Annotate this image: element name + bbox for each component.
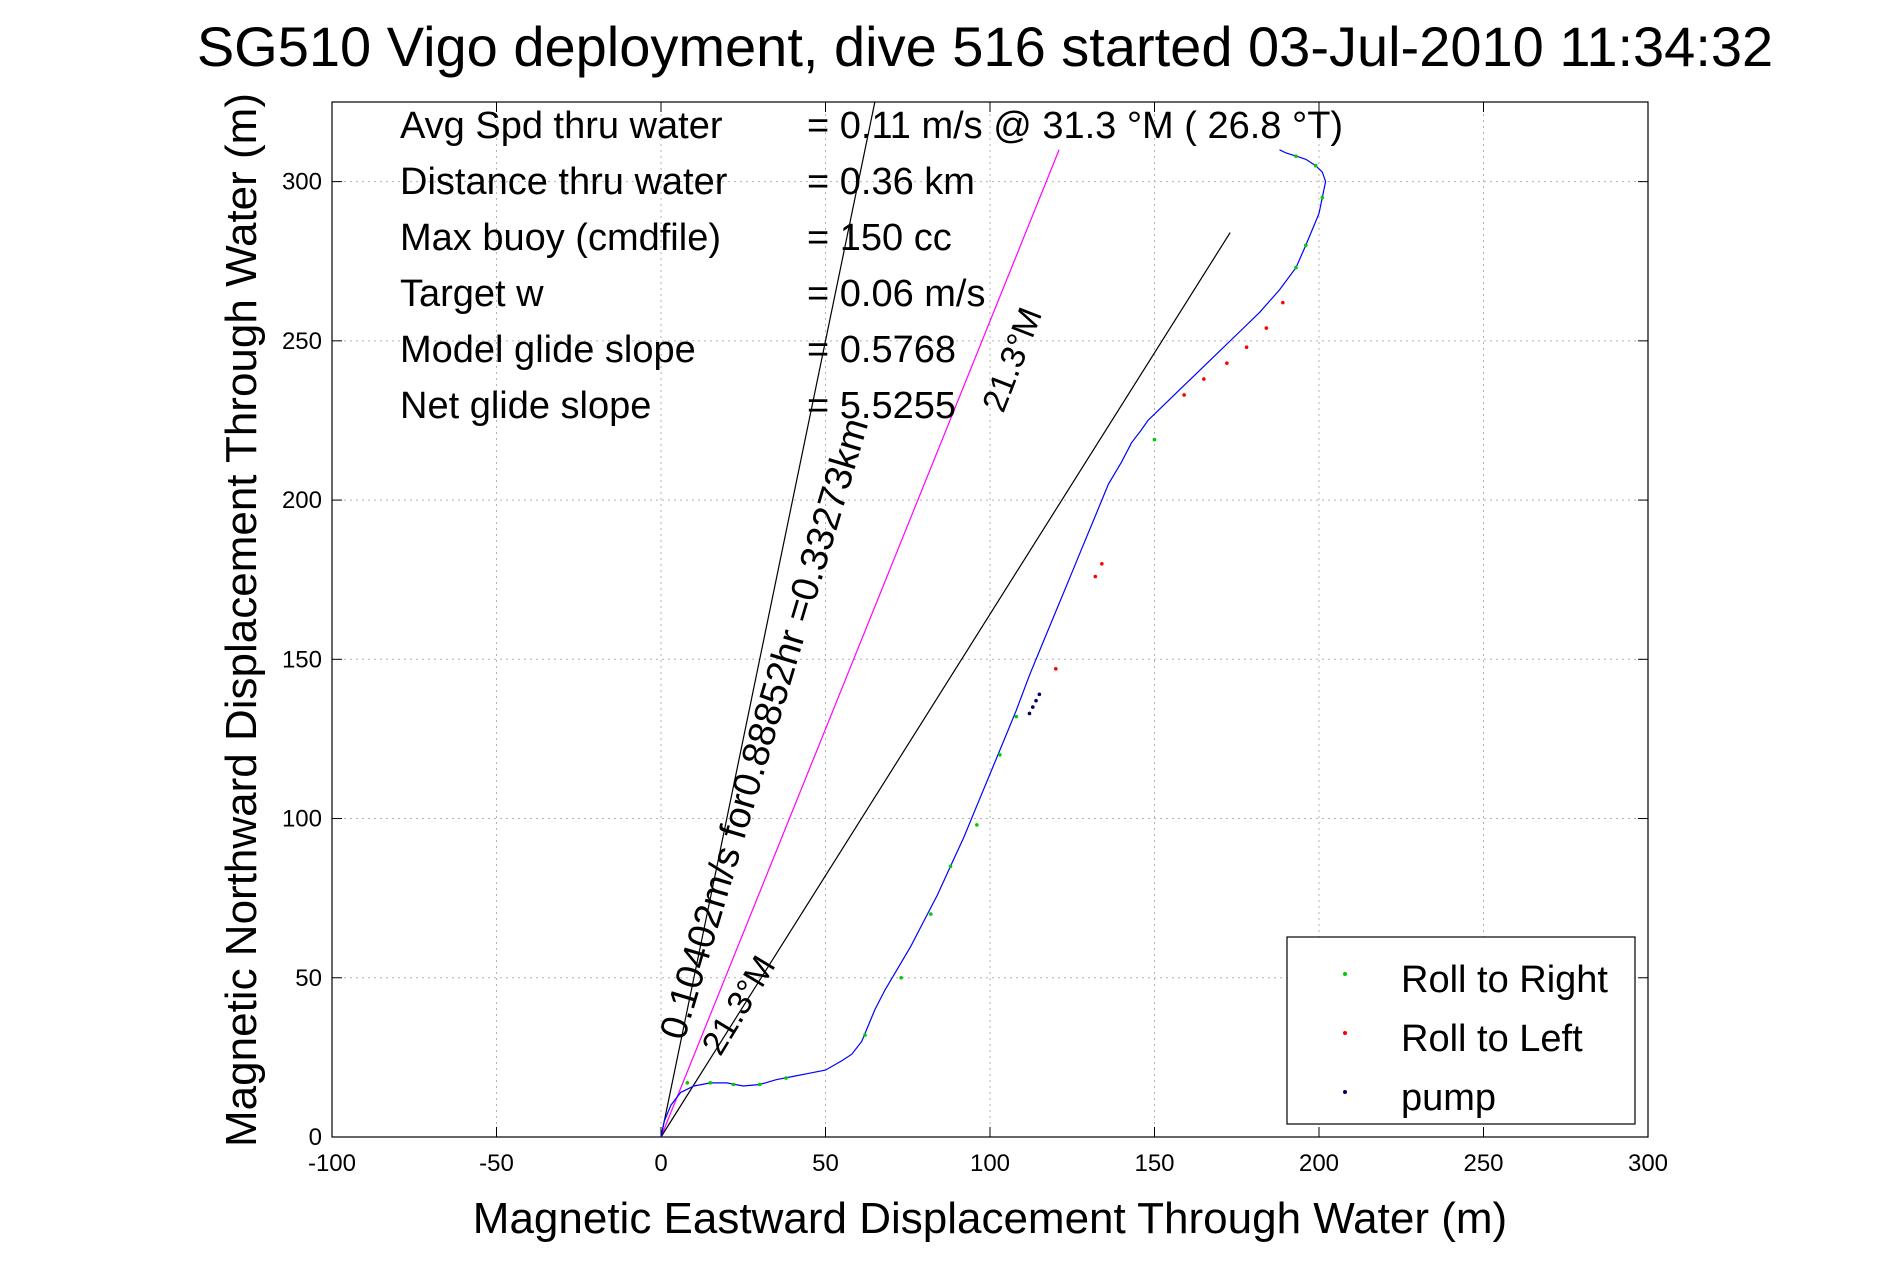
annotation-text: 0.10402m/s for0.88852hr =0.33273km bbox=[652, 414, 877, 1044]
reference-line-black-1 bbox=[660, 101, 876, 1138]
marker-roll-to-right bbox=[685, 1081, 690, 1085]
marker-roll-to-right bbox=[975, 823, 979, 827]
stat-value: = 0.06 m/s bbox=[807, 273, 985, 315]
reference-line-track-magenta bbox=[660, 149, 1060, 1138]
stats-block: Avg Spd thru water = 0.11 m/s @ 31.3 °M (… bbox=[400, 105, 1343, 427]
stat-label: Target w bbox=[400, 273, 544, 315]
stat-label: Model glide slope bbox=[400, 329, 696, 371]
marker-roll-to-left bbox=[1225, 361, 1229, 365]
y-tick-label: 150 bbox=[282, 646, 322, 673]
legend: Roll to Right Roll to Left pump bbox=[1286, 936, 1636, 1125]
marker-roll-to-left bbox=[1244, 345, 1249, 350]
stat-value: = 0.36 km bbox=[807, 161, 975, 203]
marker-roll-to-right bbox=[1304, 243, 1308, 248]
legend-marker bbox=[1343, 972, 1347, 976]
x-tick-label: 50 bbox=[812, 1150, 839, 1177]
legend-marker bbox=[1343, 1031, 1347, 1035]
stat-value: = 150 cc bbox=[807, 217, 952, 259]
marker-roll-to-right bbox=[1313, 163, 1318, 168]
legend-label: pump bbox=[1401, 1077, 1496, 1119]
marker-roll-to-left bbox=[1202, 377, 1206, 381]
marker-pump bbox=[1030, 705, 1035, 709]
stat-label: Avg Spd thru water bbox=[400, 105, 723, 147]
marker-roll-to-right bbox=[998, 753, 1002, 757]
marker-roll-to-left bbox=[1054, 667, 1058, 671]
x-tick-label: 150 bbox=[1134, 1150, 1174, 1177]
x-axis-label: Magnetic Eastward Displacement Through W… bbox=[473, 1194, 1507, 1243]
x-tick-label: 100 bbox=[970, 1150, 1010, 1177]
x-tick-label: 200 bbox=[1299, 1150, 1339, 1177]
x-tick-label: 300 bbox=[1628, 1150, 1668, 1177]
stat-value: = 0.11 m/s @ 31.3 °M ( 26.8 °T) bbox=[807, 105, 1343, 147]
marker-roll-to-right bbox=[1294, 265, 1298, 270]
y-tick-label: 50 bbox=[295, 965, 322, 992]
marker-roll-to-right bbox=[708, 1081, 713, 1085]
x-tick-label: 0 bbox=[654, 1150, 667, 1177]
markers bbox=[685, 154, 1325, 1087]
legend-marker bbox=[1343, 1090, 1347, 1094]
stat-label: Max buoy (cmdfile) bbox=[400, 217, 721, 259]
stat-label: Net glide slope bbox=[400, 385, 651, 427]
marker-roll-to-right bbox=[928, 912, 933, 916]
grid bbox=[332, 102, 1648, 1137]
marker-roll-to-left bbox=[1281, 300, 1285, 305]
marker-roll-to-right bbox=[1014, 714, 1019, 719]
y-tick-label: 100 bbox=[282, 806, 322, 833]
x-tick-label: 250 bbox=[1463, 1150, 1503, 1177]
marker-roll-to-right bbox=[1320, 195, 1325, 200]
y-tick-label: 0 bbox=[309, 1124, 322, 1151]
marker-roll-to-right bbox=[731, 1082, 736, 1087]
y-tick-label: 250 bbox=[282, 328, 322, 355]
marker-roll-to-right bbox=[757, 1082, 762, 1087]
reference-line-black-2 bbox=[660, 232, 1231, 1138]
x-axis-ticks: -100 -50 0 50 100 150 200 250 300 bbox=[308, 102, 1668, 1177]
marker-roll-to-right bbox=[863, 1033, 867, 1037]
marker-pump bbox=[1034, 698, 1038, 703]
y-tick-label: 300 bbox=[282, 169, 322, 196]
marker-roll-to-right bbox=[1152, 437, 1157, 442]
legend-label: Roll to Left bbox=[1401, 1018, 1583, 1060]
marker-pump bbox=[1027, 711, 1032, 716]
x-tick-label: -50 bbox=[479, 1150, 514, 1177]
y-axis-ticks: 0 50 100 150 200 250 300 bbox=[282, 169, 1648, 1151]
marker-roll-to-right bbox=[948, 864, 953, 869]
y-axis-label: Magnetic Northward Displacement Through … bbox=[217, 93, 266, 1147]
stat-value: = 0.5768 bbox=[807, 329, 956, 371]
stat-value: = 5.5255 bbox=[807, 385, 956, 427]
marker-roll-to-left bbox=[1093, 574, 1098, 579]
annotation-text: 21.3°M bbox=[975, 302, 1050, 417]
legend-label: Roll to Right bbox=[1401, 959, 1608, 1001]
marker-roll-to-left bbox=[1182, 393, 1186, 397]
marker-roll-to-right bbox=[1294, 154, 1298, 158]
marker-roll-to-right bbox=[784, 1076, 788, 1080]
y-tick-label: 200 bbox=[282, 487, 322, 514]
stat-label: Distance thru water bbox=[400, 161, 728, 203]
reference-lines bbox=[660, 101, 1231, 1138]
marker-roll-to-left bbox=[1264, 326, 1269, 330]
chart-title: SG510 Vigo deployment, dive 516 started … bbox=[197, 15, 1773, 78]
marker-roll-to-left bbox=[1100, 561, 1104, 566]
marker-pump bbox=[1037, 692, 1042, 697]
marker-roll-to-right bbox=[899, 975, 903, 980]
x-tick-label: -100 bbox=[308, 1150, 356, 1177]
